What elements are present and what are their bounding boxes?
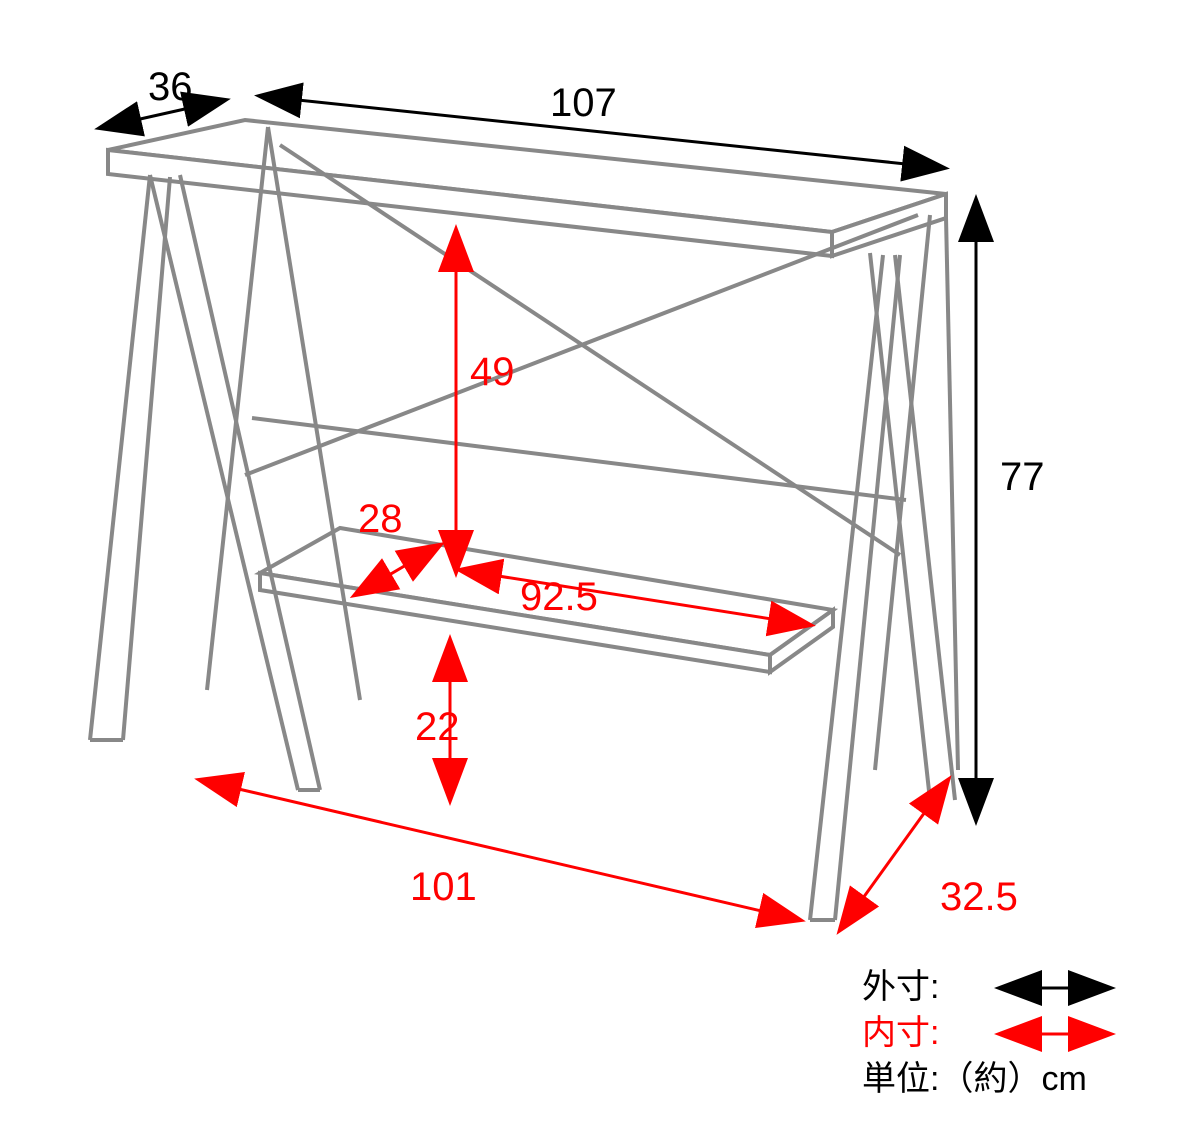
legend-unit-label: 単位:（約）cm <box>862 1060 1087 1098</box>
legend-outer-label: 外寸: <box>862 968 939 1006</box>
brace-x-2 <box>245 215 918 475</box>
base-width-label: 101 <box>410 865 477 909</box>
technical-drawing: 36 107 77 49 28 92.5 22 101 32.5 外寸: 内寸:… <box>0 0 1200 1121</box>
legend-inner-label: 内寸: <box>862 1014 939 1052</box>
height-label: 77 <box>1000 455 1045 499</box>
base-depth-label: 32.5 <box>940 875 1018 919</box>
leg-front-left-diag2 <box>180 175 320 790</box>
leg-front-left-outer <box>90 175 150 740</box>
depth-label: 36 <box>148 65 193 109</box>
width-label: 107 <box>550 81 617 125</box>
leg-front-left-diag <box>150 175 298 790</box>
leg-front-left-inner <box>123 177 170 740</box>
base-depth-arrow <box>840 780 948 930</box>
top-clearance-label: 49 <box>470 350 515 394</box>
base-width-arrow <box>200 780 800 920</box>
shelf-depth-label: 28 <box>358 497 403 541</box>
leg-back-right-diag <box>946 217 958 770</box>
leg-back-left <box>207 127 268 690</box>
leg-right-diag2 <box>895 255 955 800</box>
brace-horizontal <box>252 418 906 500</box>
bottom-clearance-label: 22 <box>415 705 460 749</box>
diagram-container: 36 107 77 49 28 92.5 22 101 32.5 外寸: 内寸:… <box>0 0 1200 1121</box>
shelf-width-label: 92.5 <box>520 575 598 619</box>
